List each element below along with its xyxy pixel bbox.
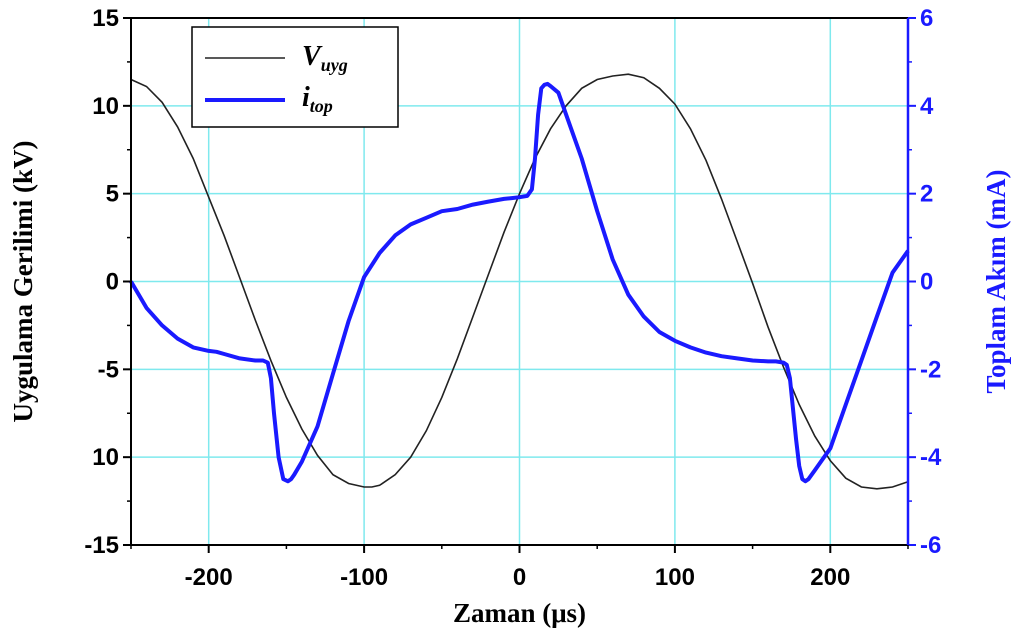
right-tick-label: -2 [920, 356, 941, 383]
series-line-i-top [129, 81, 910, 484]
legend-main-v: V [302, 41, 323, 72]
right-tick-label: -4 [920, 444, 942, 471]
right-axis-ticks: 6 4 2 0 -2 -4 -6 [908, 5, 942, 559]
series-line-v-uyg [130, 73, 909, 490]
left-tick-label: 10 [92, 93, 119, 120]
legend-label-i-top: itop [302, 82, 333, 116]
x-axis-title: Zaman (μs) [453, 598, 586, 628]
x-tick-label: 0 [513, 564, 526, 591]
x-tick-label: 100 [655, 564, 695, 591]
legend-main-i: i [302, 82, 310, 113]
x-tick-label: -100 [340, 564, 388, 591]
x-tick-label: -200 [185, 564, 233, 591]
left-tick-label: -15 [84, 532, 119, 559]
legend-sub-v: uyg [321, 55, 348, 75]
left-tick-label: 15 [92, 5, 119, 32]
left-axis-title: Uygulama Gerilimi (kV) [8, 141, 38, 423]
left-tick-label: 0 [106, 269, 119, 296]
left-tick-label: 10 [92, 444, 119, 471]
left-tick-label: 5 [106, 181, 119, 208]
legend-label-v-uyg: Vuyg [302, 41, 348, 75]
left-axis-ticks: 15 10 5 0 -5 10 -15 [84, 5, 131, 559]
series-layer [129, 73, 910, 490]
right-tick-label: 6 [920, 5, 933, 32]
legend-sub-i: top [310, 96, 333, 116]
right-tick-label: 2 [920, 181, 933, 208]
legend: Vuyg itop [191, 26, 399, 128]
x-axis-ticks: -200 -100 0 100 200 [130, 545, 909, 591]
right-axis-title: Toplam Akım (mA) [981, 169, 1011, 393]
legend-box [191, 26, 399, 128]
left-tick-label: -5 [98, 356, 119, 383]
right-tick-label: -6 [920, 532, 941, 559]
x-tick-label: 200 [810, 564, 850, 591]
right-tick-label: 0 [920, 269, 933, 296]
right-tick-label: 4 [920, 93, 934, 120]
